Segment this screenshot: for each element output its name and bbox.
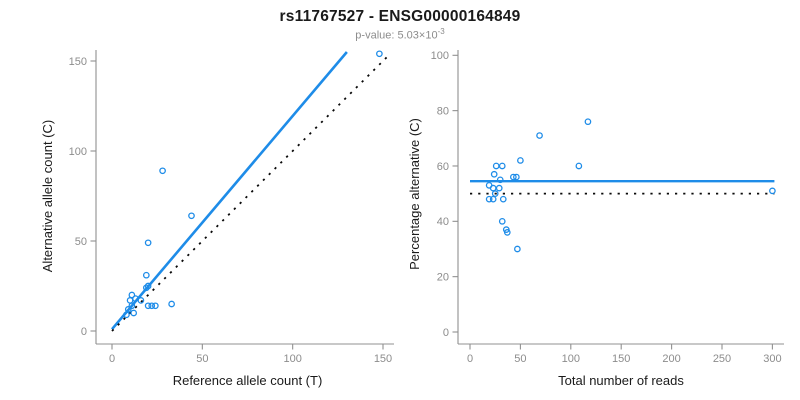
x-axis-title: Reference allele count (T) bbox=[173, 373, 323, 388]
x-axis-title: Total number of reads bbox=[558, 373, 684, 388]
page-title: rs11767527 - ENSG00000164849 bbox=[279, 8, 521, 25]
data-point bbox=[485, 195, 493, 203]
data-point bbox=[489, 184, 497, 192]
data-point bbox=[496, 176, 504, 184]
allele-count-scatter: 0 50 100 150 0 50 100 150 Reference allele count… bbox=[40, 50, 394, 388]
y-tick-label: 150 bbox=[69, 56, 87, 68]
x-tick-label: 150 bbox=[374, 353, 392, 365]
data-point bbox=[148, 302, 156, 310]
y-tick-label: 100 bbox=[431, 50, 449, 62]
y-tick-label: 0 bbox=[443, 327, 449, 339]
y-tick-label: 50 bbox=[75, 236, 87, 248]
data-point bbox=[128, 291, 136, 299]
p-value-text: p-value: 5.03×10 bbox=[355, 29, 438, 42]
regression-line bbox=[111, 51, 348, 331]
x-tick-label: 200 bbox=[662, 353, 680, 365]
y-tick-label: 0 bbox=[81, 326, 87, 338]
data-point bbox=[498, 217, 506, 225]
data-point bbox=[491, 190, 499, 197]
y-tick-label: 60 bbox=[437, 161, 449, 173]
percentage-vs-reads-scatter: 0 50 100 150 200 250 300 0 20 40 60 80 100 Total numb… bbox=[407, 50, 784, 388]
data-point bbox=[509, 173, 517, 181]
data-point bbox=[144, 302, 152, 310]
x-tick-label: 50 bbox=[196, 353, 208, 365]
data-point bbox=[144, 239, 152, 247]
data-point bbox=[142, 271, 150, 279]
data-point bbox=[492, 162, 500, 170]
x-tick-label: 150 bbox=[612, 353, 630, 365]
data-point bbox=[130, 309, 138, 317]
x-tick-label: 100 bbox=[283, 353, 301, 365]
data-point bbox=[495, 184, 503, 192]
data-point bbox=[513, 173, 520, 181]
data-point bbox=[142, 284, 150, 292]
x-tick-label: 100 bbox=[562, 353, 580, 365]
data-point bbox=[132, 295, 139, 302]
data-point bbox=[188, 212, 195, 220]
data-point bbox=[168, 300, 175, 308]
data-point bbox=[124, 306, 132, 313]
y-tick-label: 80 bbox=[437, 105, 449, 117]
x-tick-label: 250 bbox=[713, 353, 731, 365]
y-tick-label: 100 bbox=[69, 146, 87, 158]
x-tick-label: 0 bbox=[109, 353, 115, 365]
data-point bbox=[152, 302, 159, 310]
identity-line bbox=[111, 56, 388, 332]
data-point bbox=[584, 118, 592, 126]
x-tick-label: 50 bbox=[514, 353, 526, 365]
data-point bbox=[503, 229, 511, 236]
data-point bbox=[137, 297, 145, 304]
p-value-exponent: -3 bbox=[437, 27, 445, 36]
data-point bbox=[376, 50, 383, 58]
x-tick-label: 300 bbox=[763, 353, 781, 365]
data-point bbox=[499, 195, 507, 203]
y-tick-label: 20 bbox=[437, 271, 449, 283]
x-tick-label: 0 bbox=[467, 353, 473, 365]
y-axis-title: Alternative allele count (C) bbox=[40, 120, 55, 272]
data-point bbox=[575, 162, 583, 170]
data-point bbox=[769, 187, 776, 195]
y-tick-label: 40 bbox=[437, 216, 449, 228]
y-axis-title: Percentage alternative (C) bbox=[407, 118, 422, 270]
data-point bbox=[144, 282, 152, 290]
data-point bbox=[126, 297, 134, 304]
data-point bbox=[536, 132, 543, 139]
data-point bbox=[489, 195, 497, 203]
data-point bbox=[514, 245, 521, 253]
data-point bbox=[498, 162, 506, 170]
data-point bbox=[159, 167, 166, 175]
p-value-subtitle: p-value: 5.03×10-3 bbox=[0, 27, 800, 42]
data-point bbox=[517, 157, 524, 164]
data-point bbox=[490, 170, 498, 178]
